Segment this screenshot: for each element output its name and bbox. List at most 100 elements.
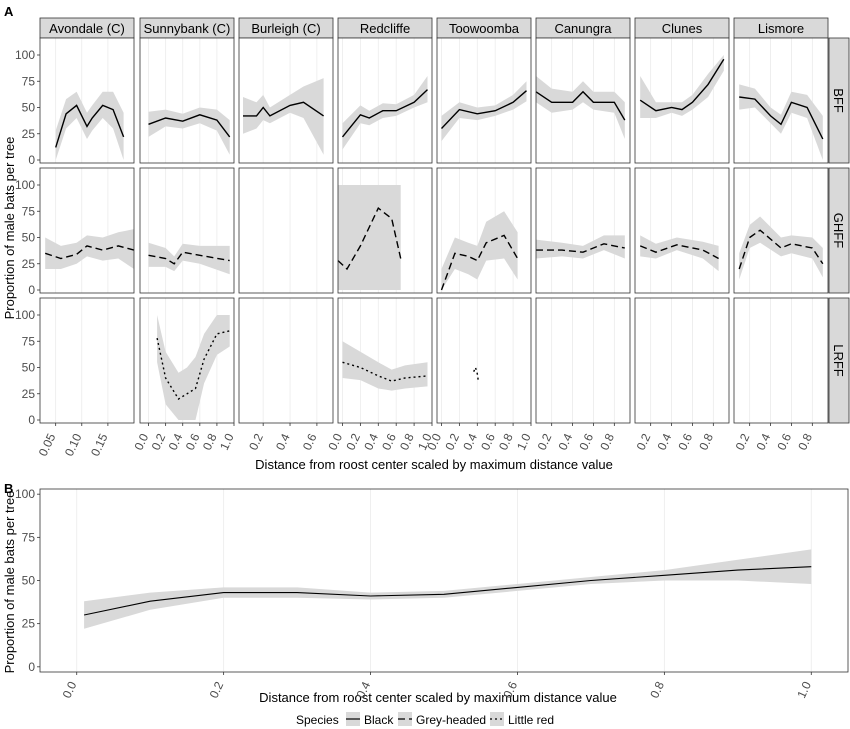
strip-label-avondale-c: Avondale (C) bbox=[49, 21, 125, 36]
line-lrff-redcliffe bbox=[342, 361, 428, 382]
y-tick-label: 50 bbox=[22, 101, 36, 115]
line-bff-burleigh-c bbox=[243, 101, 324, 117]
panel-a-xlabel: Distance from roost center scaled by max… bbox=[255, 457, 613, 472]
x-tick-label: 0.2 bbox=[442, 431, 462, 452]
y-tick-label: 75 bbox=[22, 204, 36, 218]
strip-label-redcliffe: Redcliffe bbox=[360, 21, 410, 36]
facet-frame bbox=[39, 167, 135, 294]
y-tick-label: 100 bbox=[15, 48, 35, 62]
facet-background bbox=[40, 168, 134, 293]
line-ghff-lismore bbox=[738, 229, 824, 270]
facet-frame bbox=[436, 297, 532, 424]
x-tick-label: 1.0 bbox=[415, 431, 435, 452]
x-tick-label: 0.8 bbox=[200, 431, 220, 452]
facet-toowoomba-lrff bbox=[436, 297, 532, 424]
line-ghff-sunnybank-c bbox=[148, 251, 230, 265]
panel-b-x-tick-label: 0.4 bbox=[354, 679, 374, 700]
ribbon-bff-lismore bbox=[739, 84, 823, 160]
ribbon-ghff-redcliffe bbox=[338, 185, 401, 290]
facet-background bbox=[734, 298, 828, 423]
facet-frame bbox=[436, 37, 532, 164]
facet-frame bbox=[733, 297, 829, 424]
x-tick-label: 0.2 bbox=[733, 431, 753, 452]
facet-grid: Avondale (C) 0.05 0.10 0.15 Sunnybank (C) 0.0… bbox=[15, 17, 850, 458]
y-tick-label: 75 bbox=[22, 334, 36, 348]
line-lrff-sunnybank-c bbox=[156, 330, 230, 400]
facet-lismore-lrff bbox=[733, 297, 829, 424]
x-tick-label: 1.0 bbox=[514, 431, 534, 452]
legend-items: Black Grey-headed Little red bbox=[346, 712, 554, 727]
facet-frame bbox=[535, 37, 631, 164]
facet-frame bbox=[337, 297, 433, 424]
ribbon-bff-canungra bbox=[536, 76, 625, 139]
facet-frame bbox=[337, 37, 433, 164]
facet-frame bbox=[337, 167, 433, 294]
y-tick-label: 0 bbox=[28, 153, 35, 167]
x-tick-label: 0.2 bbox=[343, 431, 363, 452]
facet-lismore-bff bbox=[733, 37, 829, 164]
x-tick-label: 0.4 bbox=[460, 431, 480, 452]
x-tick-label: 0.0 bbox=[132, 431, 152, 452]
facet-redcliffe-lrff bbox=[337, 297, 433, 424]
ribbon-bff-redcliffe bbox=[342, 76, 428, 150]
legend-title: Species bbox=[296, 713, 339, 727]
line-bff-redcliffe bbox=[341, 89, 428, 138]
line-ghff-redcliffe bbox=[337, 207, 402, 271]
x-tick-label: 0.2 bbox=[535, 431, 555, 452]
strip-label-sunnybank-c: Sunnybank (C) bbox=[144, 21, 231, 36]
y-tick-label: 50 bbox=[22, 231, 36, 245]
panel-b-x-tick-label: 0.0 bbox=[60, 679, 80, 700]
x-tick-label: 0.8 bbox=[696, 431, 716, 452]
row-strip-label-lrff: LRFF bbox=[831, 344, 846, 377]
panel-b-x-tick-label: 0.2 bbox=[207, 679, 227, 700]
x-tick-label: 0.6 bbox=[183, 431, 203, 452]
panel-b-y-tick-label: 75 bbox=[22, 530, 36, 544]
panel-b-xlabel: Distance from roost center scaled by max… bbox=[259, 690, 617, 705]
x-tick-label: 0.0 bbox=[424, 431, 444, 452]
x-tick-label: 0.8 bbox=[795, 431, 815, 452]
ribbon-ghff-avondale-c bbox=[45, 229, 134, 269]
y-tick-label: 0 bbox=[28, 413, 35, 427]
panel-b-x-tick-label: 0.6 bbox=[500, 679, 520, 700]
panel-a-ylabel: Proportion of male bats per tree bbox=[2, 137, 17, 320]
facet-redcliffe-bff bbox=[337, 37, 433, 164]
facet-clunes-lrff bbox=[634, 297, 730, 424]
facet-frame bbox=[238, 167, 334, 294]
ribbon-ghff-canungra bbox=[536, 235, 625, 259]
x-tick-label: 0.8 bbox=[496, 431, 516, 452]
ribbon-lrff-sunnybank-c bbox=[157, 315, 230, 420]
x-tick-label: 0.8 bbox=[597, 431, 617, 452]
legend: Species Black Grey-headed Little red bbox=[296, 712, 554, 727]
facet-frame bbox=[634, 167, 730, 294]
x-tick-label: 0.2 bbox=[149, 431, 169, 452]
facet-clunes-ghff bbox=[634, 167, 730, 294]
facet-frame bbox=[634, 297, 730, 424]
facet-canungra-bff bbox=[535, 37, 631, 164]
y-tick-label: 25 bbox=[22, 257, 36, 271]
facet-sunnybank-c-lrff bbox=[139, 297, 235, 424]
ribbon-ghff-sunnybank-c bbox=[148, 242, 230, 275]
facet-background bbox=[140, 168, 234, 293]
facet-background bbox=[140, 38, 234, 163]
facet-background bbox=[536, 168, 630, 293]
panel-b-tag: B bbox=[4, 481, 13, 496]
legend-label-black: Black bbox=[364, 713, 394, 727]
x-tick-label: 0.4 bbox=[655, 431, 675, 452]
x-tick-label: 0.8 bbox=[397, 431, 417, 452]
x-tick-label: 0.0 bbox=[325, 431, 345, 452]
facet-frame bbox=[139, 297, 235, 424]
ribbon-ghff-toowoomba bbox=[441, 211, 518, 290]
row-strip-ghff bbox=[828, 167, 850, 294]
panel-b-plot: 0 25 50 75 100 0.0 0.2 0.4 0.6 0.8 1.0 bbox=[15, 487, 849, 700]
facet-burleigh-c-lrff bbox=[238, 297, 334, 424]
facet-background bbox=[635, 168, 729, 293]
row-strip-label-bff: BFF bbox=[831, 88, 846, 113]
panel-b-x-tick-label: 1.0 bbox=[794, 679, 814, 700]
y-tick-label: 100 bbox=[15, 308, 35, 322]
row-strip-lrff bbox=[828, 297, 850, 424]
strip-label-clunes: Clunes bbox=[662, 21, 703, 36]
strip-label-lismore: Lismore bbox=[758, 21, 804, 36]
x-tick-label: 0.2 bbox=[634, 431, 654, 452]
facet-frame bbox=[238, 37, 334, 164]
